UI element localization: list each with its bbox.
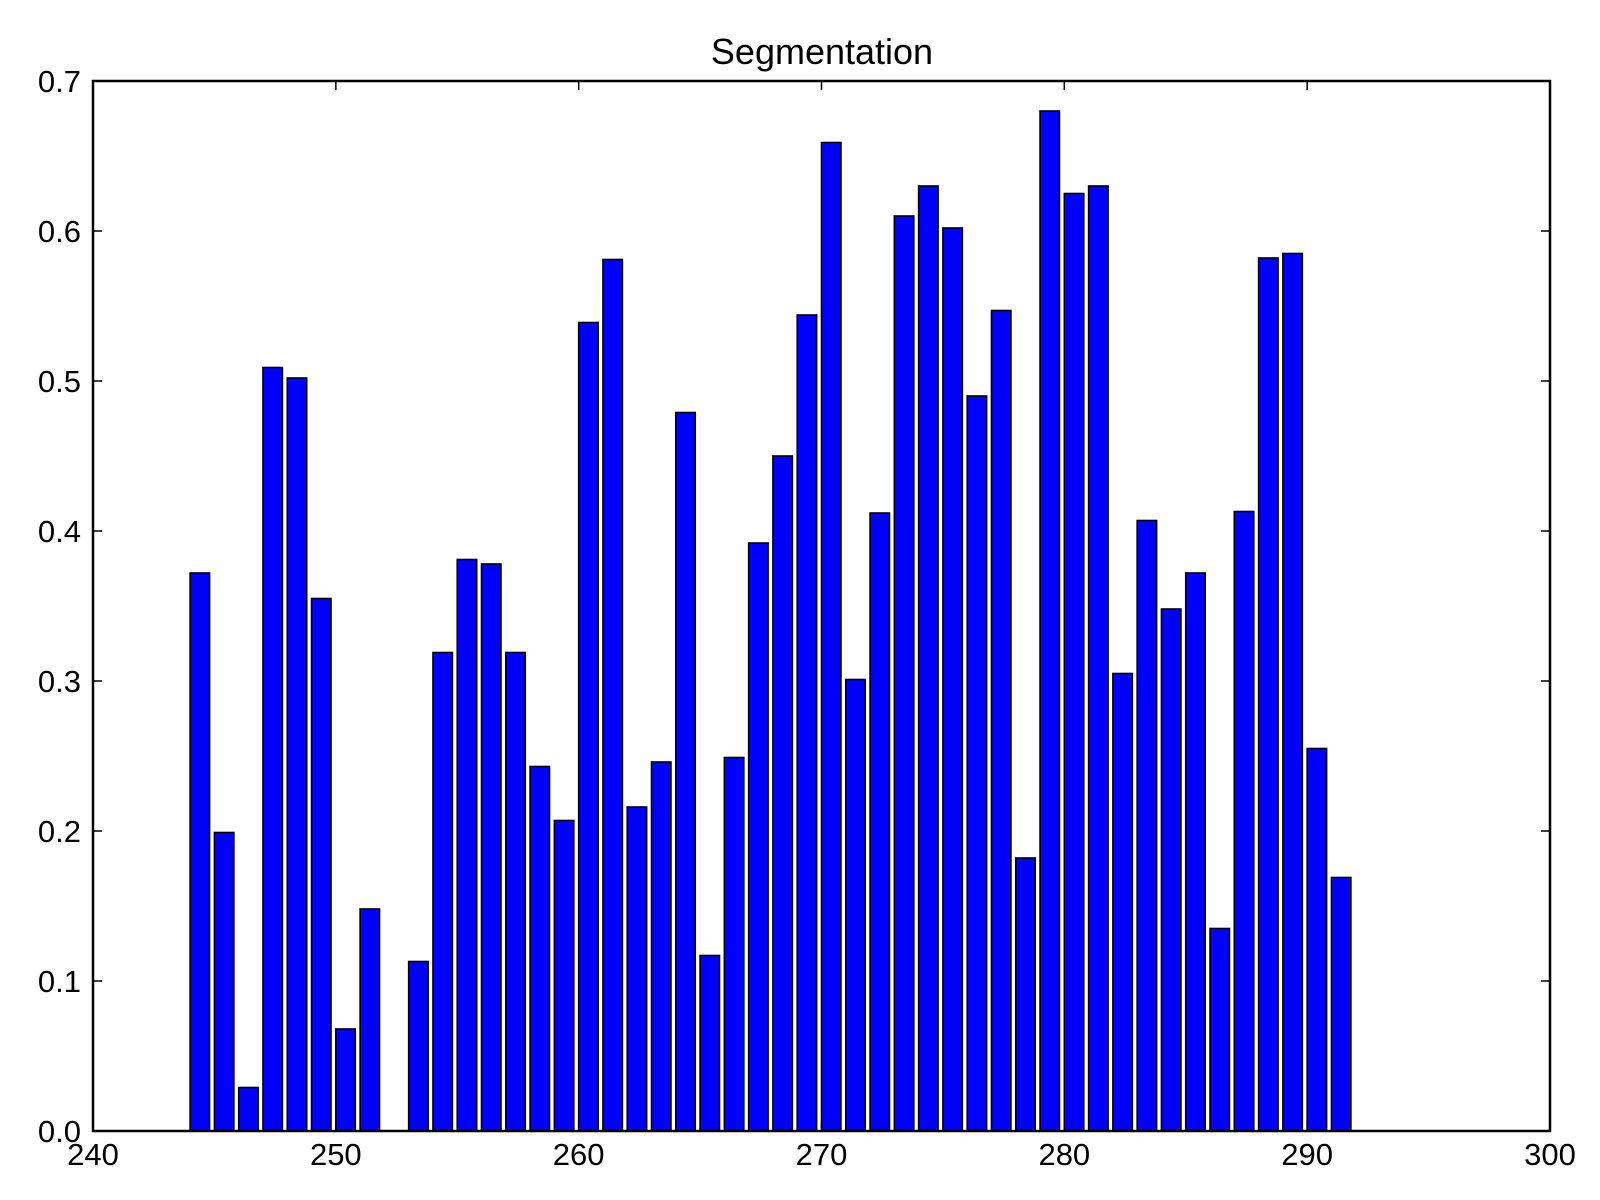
bar <box>505 651 527 1132</box>
bar <box>262 366 284 1132</box>
bar <box>1136 519 1158 1132</box>
x-tick-label: 300 <box>1524 1137 1576 1172</box>
bar <box>772 455 794 1132</box>
bar <box>407 960 429 1132</box>
y-tick-label: 0.1 <box>38 964 81 999</box>
x-tick-label: 290 <box>1281 1137 1333 1172</box>
bar <box>650 761 672 1132</box>
x-axis-tick-labels: 240 250 260 270 280 290 300 <box>67 1137 1576 1172</box>
bar <box>966 395 988 1132</box>
bar <box>869 512 891 1132</box>
bar <box>1112 672 1134 1132</box>
x-tick-label: 260 <box>553 1137 605 1172</box>
bar <box>286 377 308 1132</box>
x-tick-label: 250 <box>310 1137 362 1172</box>
bar <box>1306 747 1328 1132</box>
bar <box>1014 857 1037 1132</box>
bar <box>553 819 575 1132</box>
x-tick-label: 280 <box>1038 1137 1090 1172</box>
bar <box>674 411 697 1132</box>
bar <box>796 314 818 1132</box>
bar <box>359 908 381 1132</box>
y-tick-label: 0.6 <box>38 214 81 249</box>
bar <box>1063 192 1085 1132</box>
bar <box>529 765 551 1132</box>
bar <box>747 542 769 1132</box>
bar <box>1209 927 1231 1132</box>
bar <box>699 954 721 1132</box>
y-tick-label: 0.0 <box>38 1114 81 1149</box>
bar <box>1257 257 1279 1132</box>
bar <box>942 227 964 1132</box>
chart-title: Segmentation <box>711 31 933 72</box>
x-tick-label: 270 <box>796 1137 848 1172</box>
y-tick-label: 0.2 <box>38 814 81 849</box>
bar <box>577 321 599 1132</box>
bar <box>1282 252 1304 1132</box>
bar <box>1160 608 1182 1132</box>
bar <box>213 831 235 1132</box>
bar <box>189 572 211 1132</box>
y-tick-label: 0.5 <box>38 364 81 399</box>
bar <box>917 185 939 1132</box>
ticks-group <box>92 80 1551 1132</box>
bar <box>1087 185 1109 1132</box>
bar <box>432 651 454 1132</box>
bar <box>626 806 648 1132</box>
bar <box>1039 110 1061 1132</box>
bar <box>723 756 745 1132</box>
y-tick-label: 0.4 <box>38 514 81 549</box>
bar <box>602 258 624 1132</box>
bar <box>335 1028 357 1132</box>
bar <box>893 215 915 1132</box>
bar <box>480 563 502 1132</box>
bar <box>310 597 332 1132</box>
y-tick-label: 0.3 <box>38 664 81 699</box>
x-tick-label: 240 <box>67 1137 119 1172</box>
y-tick-label: 0.7 <box>38 64 81 99</box>
bar <box>237 1086 259 1132</box>
bar <box>1184 572 1206 1132</box>
plot-area-frame <box>91 79 1552 1133</box>
bar <box>820 141 842 1132</box>
bar <box>990 309 1012 1132</box>
bar <box>1233 510 1255 1132</box>
bar <box>456 558 478 1132</box>
y-axis-tick-labels: 0.0 0.1 0.2 0.3 0.4 0.5 0.6 0.7 <box>38 64 81 1149</box>
bar <box>844 678 867 1132</box>
bar <box>1330 876 1352 1132</box>
